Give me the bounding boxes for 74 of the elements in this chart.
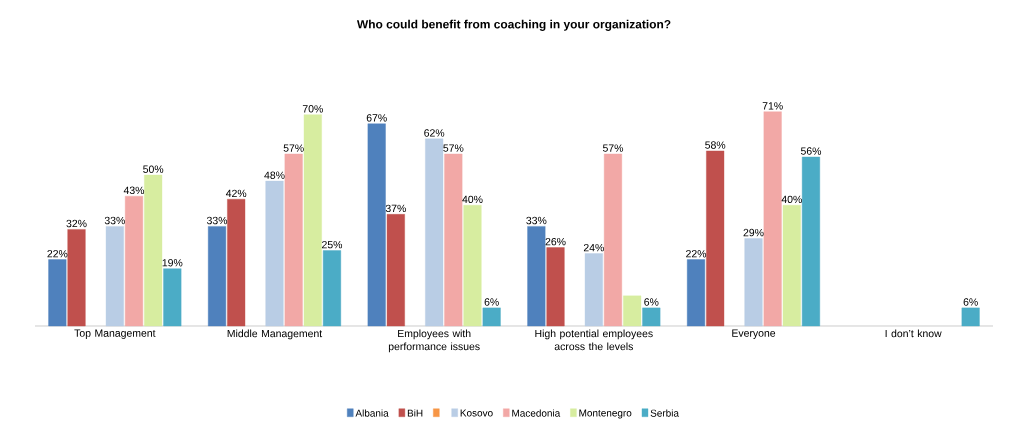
chart-title: Who could benefit from coaching in your organization? [356,19,671,31]
data-label: 29% [743,228,764,237]
bar [367,123,386,327]
bar [706,150,725,327]
bar [163,268,182,327]
legend-label: Serbia [650,409,679,417]
data-label: 67% [366,114,387,122]
bar [782,205,801,327]
bar [67,229,86,327]
bar [687,259,706,327]
data-label: 26% [545,237,566,246]
x-tick-label: Middle Management [227,329,323,340]
bar [265,180,284,327]
bar [463,205,482,327]
data-label: 70% [302,105,323,113]
data-label: 6% [963,298,978,306]
legend-label: Montenegro [579,409,632,419]
bar [322,250,341,327]
data-label: 56% [800,147,822,155]
data-label: 37% [385,204,406,213]
bar [584,253,603,327]
bar [961,307,980,327]
bar [623,295,642,327]
x-tick-label: Top Management [74,329,156,339]
data-label: 22% [47,250,68,258]
bar [386,214,405,327]
legend-label: Albania [355,409,389,417]
data-label: 33% [104,216,125,225]
data-label: 25% [322,240,343,249]
data-label: 42% [225,189,247,198]
data-label: 57% [602,144,624,152]
data-label: 57% [283,144,304,152]
bar [603,153,623,327]
x-tick-label: High potential employees across the levels [535,329,653,351]
data-label: 22% [686,250,707,258]
data-label: 57% [443,144,464,152]
data-label: 71% [762,102,783,110]
bar [444,153,463,327]
bar [425,138,444,327]
bar [642,307,661,327]
bar [144,174,163,327]
data-label: 48% [264,171,285,179]
bar [546,247,565,327]
data-label: 43% [123,186,145,195]
data-label: 50% [143,165,164,173]
data-label: 6% [484,298,499,306]
data-label: 40% [462,195,483,204]
bar [227,199,246,327]
bar [744,238,763,327]
bar [105,226,124,327]
legend-label: Kosovo [460,409,493,417]
x-tick-label: I don’t know [885,329,942,338]
bar [801,156,820,327]
data-label: 19% [162,259,183,267]
legend-label: BiH [407,409,423,417]
bar [124,196,144,327]
data-label: 33% [526,216,547,225]
x-tick-label: Employees with performance issues [388,329,480,353]
bar [208,226,227,327]
data-label: 33% [206,216,228,225]
data-label: 62% [424,129,445,137]
data-label: 6% [644,298,659,306]
x-tick-label: Everyone [732,329,776,339]
bar [284,153,303,327]
legend-label: Macedonia [512,409,561,417]
bar [482,307,501,327]
bar [303,114,322,327]
data-label: 32% [66,219,87,228]
bar [527,226,546,327]
data-label: 40% [781,195,802,204]
data-label: 58% [705,141,726,149]
bar [48,259,67,327]
data-label: 24% [583,244,604,252]
bar [763,111,782,327]
